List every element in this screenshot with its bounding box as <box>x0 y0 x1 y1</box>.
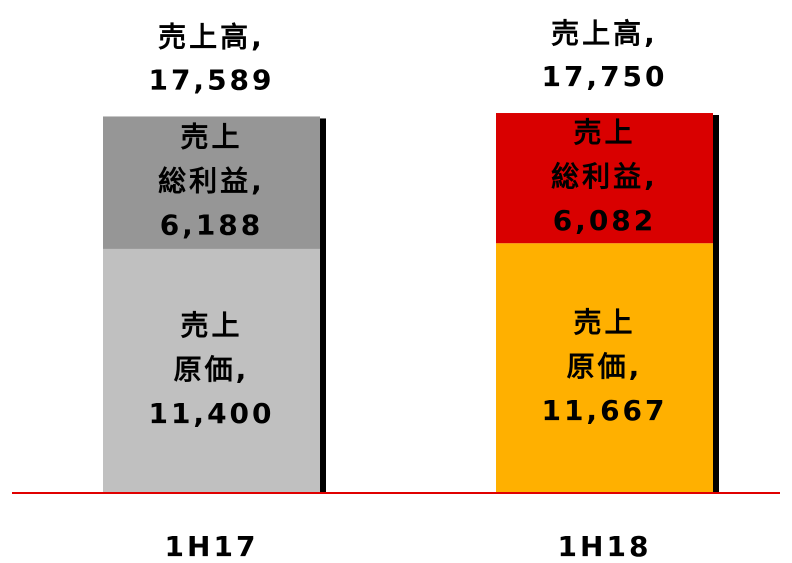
value-label: 11,667 <box>541 394 667 427</box>
total-name: 売上高, <box>551 17 658 50</box>
total-label: 17,589 <box>148 63 274 96</box>
bar-segment <box>103 248 320 493</box>
bar-shadow <box>713 115 719 493</box>
bar-segment <box>496 243 713 493</box>
bar-shadow <box>320 118 326 493</box>
segment-name: 売上原価, <box>567 306 643 383</box>
x-tick-label: 1H18 <box>558 530 652 563</box>
value-label: 6,082 <box>553 204 657 237</box>
bar-segment <box>496 113 713 244</box>
value-label: 11,400 <box>148 397 274 430</box>
value-label: 6,188 <box>160 209 264 242</box>
segment-name: 売上原価, <box>174 309 250 386</box>
segment-name: 売上総利益, <box>551 116 658 193</box>
total-name: 売上高, <box>158 20 265 53</box>
x-tick-label: 1H17 <box>165 530 259 563</box>
bar-segment <box>103 116 320 249</box>
segment-name: 売上総利益, <box>158 121 265 198</box>
total-label: 17,750 <box>541 60 667 93</box>
